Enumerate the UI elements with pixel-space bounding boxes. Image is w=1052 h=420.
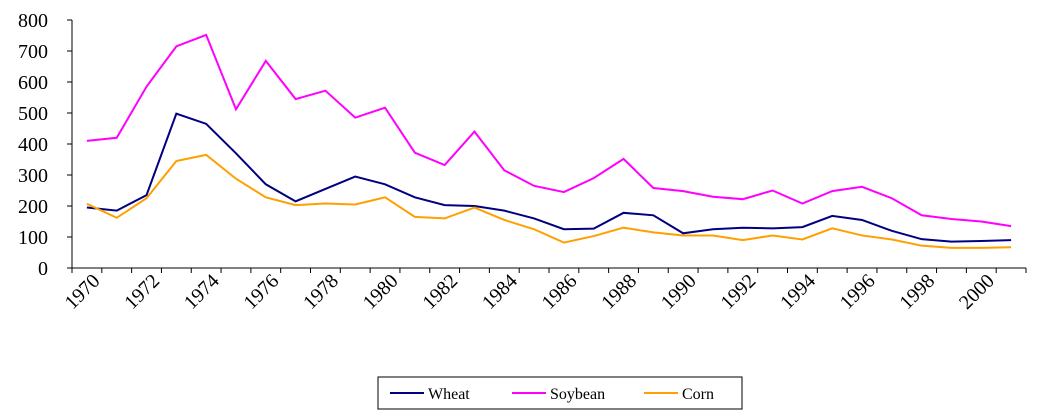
legend-label: Corn bbox=[682, 386, 714, 403]
x-tick-label: 2000 bbox=[955, 270, 999, 314]
x-tick-label: 1988 bbox=[597, 270, 641, 314]
x-tick-label: 1978 bbox=[299, 270, 343, 314]
legend-label: Soybean bbox=[550, 386, 605, 403]
series-line bbox=[86, 112, 1012, 243]
x-tick-label: 1990 bbox=[657, 270, 701, 314]
y-tick-label: 400 bbox=[18, 134, 48, 156]
x-tick-label: 1970 bbox=[61, 270, 105, 314]
legend: Wheat Soybean Corn bbox=[377, 376, 743, 410]
series-line bbox=[86, 153, 1012, 249]
y-tick-label: 200 bbox=[18, 196, 48, 218]
y-tick-label: 500 bbox=[18, 103, 48, 125]
y-tick-label: 100 bbox=[18, 227, 48, 249]
series-line bbox=[86, 33, 1012, 228]
x-tick-label: 1986 bbox=[538, 270, 582, 314]
x-tick-label: 1974 bbox=[180, 270, 224, 314]
x-tick-label: 1998 bbox=[895, 270, 939, 314]
y-tick-label: 300 bbox=[18, 165, 48, 187]
y-tick-label: 0 bbox=[38, 258, 48, 280]
x-tick-label: 1982 bbox=[418, 270, 462, 314]
legend-label: Wheat bbox=[428, 386, 470, 403]
y-tick-label: 600 bbox=[18, 72, 48, 94]
x-tick-label: 1992 bbox=[716, 270, 760, 314]
legend-box bbox=[377, 376, 743, 410]
y-tick-label: 700 bbox=[18, 41, 48, 63]
x-tick-label: 1972 bbox=[120, 270, 164, 314]
x-tick-label: 1996 bbox=[836, 270, 880, 314]
x-tick-label: 1984 bbox=[478, 270, 522, 314]
x-tick-label: 1994 bbox=[776, 270, 820, 314]
x-tick-label: 1980 bbox=[359, 270, 403, 314]
x-tick-label: 1976 bbox=[239, 270, 283, 314]
y-tick-label: 800 bbox=[18, 10, 48, 32]
